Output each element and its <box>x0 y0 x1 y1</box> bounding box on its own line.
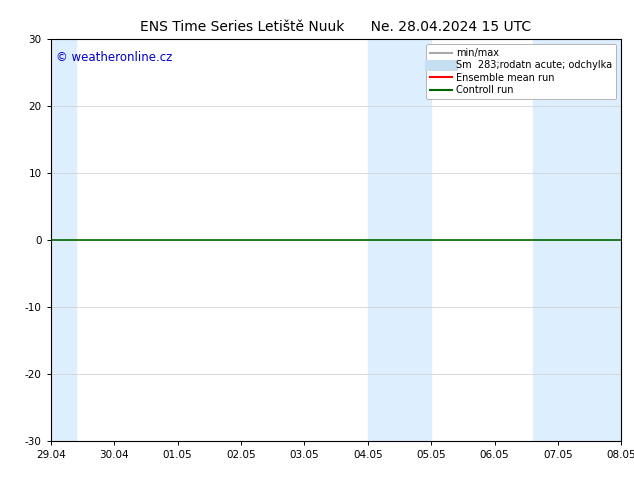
Title: ENS Time Series Letiště Nuuk      Ne. 28.04.2024 15 UTC: ENS Time Series Letiště Nuuk Ne. 28.04.2… <box>141 20 531 34</box>
Text: © weatheronline.cz: © weatheronline.cz <box>56 51 173 64</box>
Bar <box>533 39 621 441</box>
Legend: min/max, Sm  283;rodatn acute; odchylka, Ensemble mean run, Controll run: min/max, Sm 283;rodatn acute; odchylka, … <box>426 44 616 99</box>
Bar <box>368 39 431 441</box>
Bar <box>51 39 76 441</box>
